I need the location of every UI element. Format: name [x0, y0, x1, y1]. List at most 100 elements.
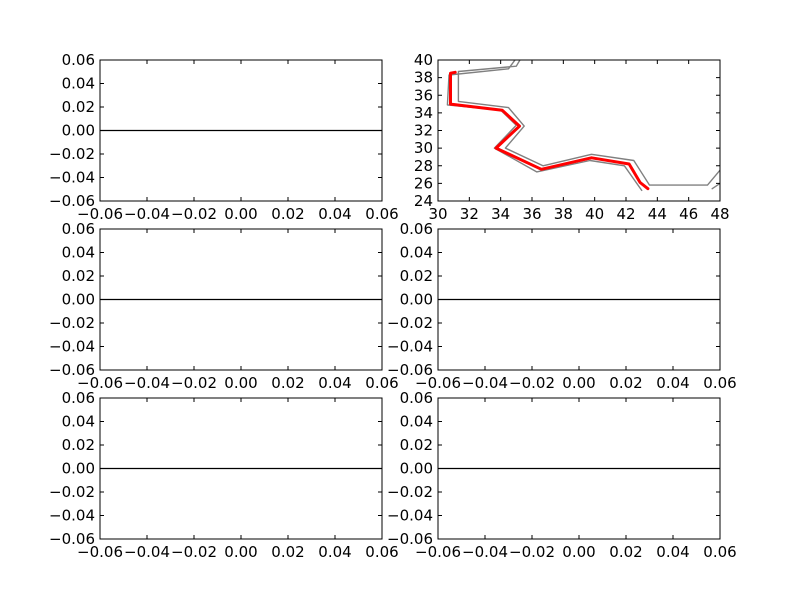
y-tick-label: −0.02: [49, 145, 95, 163]
y-tick-label: 0.04: [62, 244, 95, 262]
y-tick-label: −0.06: [387, 530, 433, 548]
y-tick-label: −0.02: [387, 483, 433, 501]
x-tick-label: 0.04: [318, 205, 351, 223]
x-tick-label: 30: [428, 205, 447, 223]
y-tick-label: −0.02: [387, 314, 433, 332]
x-tick-label: −0.02: [509, 543, 555, 561]
y-tick-label: −0.06: [387, 361, 433, 379]
x-tick-label: 0.00: [224, 543, 257, 561]
x-tick-label: 0.06: [365, 374, 398, 392]
y-tick-label: 26: [414, 174, 433, 192]
series-line-3: [449, 70, 650, 191]
x-tick-label: 0.06: [365, 543, 398, 561]
x-tick-label: 0.02: [271, 205, 304, 223]
x-tick-label: 0.00: [224, 205, 257, 223]
x-tick-label: −0.06: [77, 374, 123, 392]
x-tick-label: 0.06: [365, 205, 398, 223]
y-tick-label: 0.00: [400, 291, 433, 309]
x-tick-label: −0.04: [124, 374, 170, 392]
y-tick-label: 24: [414, 192, 433, 210]
x-tick-label: 46: [679, 205, 698, 223]
y-tick-label: 36: [414, 86, 433, 104]
x-tick-label: 0.02: [609, 543, 642, 561]
y-tick-label: −0.06: [49, 361, 95, 379]
y-tick-label: 0.04: [400, 244, 433, 262]
y-tick-label: −0.04: [49, 507, 95, 525]
y-tick-label: −0.04: [387, 338, 433, 356]
x-tick-label: 0.04: [318, 543, 351, 561]
x-tick-label: 44: [648, 205, 667, 223]
series-group: [446, 60, 720, 192]
y-tick-label: 0.02: [62, 267, 95, 285]
x-tick-label: −0.02: [509, 374, 555, 392]
y-tick-label: 30: [414, 139, 433, 157]
y-tick-label: 0.06: [62, 51, 95, 69]
x-tick-label: 0.00: [562, 543, 595, 561]
x-tick-label: 48: [710, 205, 729, 223]
y-tick-label: 0.00: [62, 460, 95, 478]
x-tick-label: 0.04: [656, 374, 689, 392]
y-tick-label: 0.06: [400, 389, 433, 407]
y-tick-label: −0.02: [49, 483, 95, 501]
x-tick-label: −0.02: [171, 205, 217, 223]
x-tick-label: 40: [585, 205, 604, 223]
x-tick-label: 0.00: [224, 374, 257, 392]
series-line-1: [446, 60, 643, 192]
y-tick-label: −0.04: [49, 169, 95, 187]
y-tick-label: 0.00: [62, 122, 95, 140]
y-tick-label: 0.06: [62, 220, 95, 238]
y-tick-label: 34: [414, 104, 433, 122]
y-tick-label: 0.02: [62, 98, 95, 116]
x-tick-label: −0.04: [124, 205, 170, 223]
y-tick-label: 38: [414, 69, 433, 87]
x-tick-label: −0.04: [462, 374, 508, 392]
chart-panel-row2-col1: −0.06 −0.04 −0.02 0.00 0.02 0.04 0.06−0.06−0.0…: [49, 220, 399, 392]
y-tick-label: −0.06: [49, 192, 95, 210]
y-tick-label: 0.06: [62, 389, 95, 407]
y-tick-label: 40: [414, 51, 433, 69]
chart-panel-row3-col1: −0.06 −0.04 −0.02 0.00 0.02 0.04 0.06−0.06−0.0…: [49, 389, 399, 561]
x-tick-label: 0.04: [656, 543, 689, 561]
x-tick-label: −0.06: [77, 543, 123, 561]
series-line-0: [457, 60, 720, 186]
x-tick-label: −0.04: [124, 543, 170, 561]
y-tick-label: −0.04: [49, 338, 95, 356]
x-tick-label: 42: [616, 205, 635, 223]
y-tick-label: 32: [414, 122, 433, 140]
chart-panel-row2-col2: −0.06 −0.04 −0.02 0.00 0.02 0.04 0.06−0.06−0.0…: [387, 220, 737, 392]
x-tick-label: −0.06: [415, 374, 461, 392]
x-tick-label: −0.02: [171, 543, 217, 561]
x-tick-label: 0.02: [271, 543, 304, 561]
y-tick-label: 0.00: [400, 460, 433, 478]
chart-panel-row1-col1: −0.06 −0.04 −0.02 0.00 0.02 0.04 0.06−0.06−0.0…: [49, 51, 399, 223]
chart-panel-row3-col2: −0.06 −0.04 −0.02 0.00 0.02 0.04 0.06−0.06−0.0…: [387, 389, 737, 561]
x-tick-label: 32: [460, 205, 479, 223]
y-tick-label: 0.02: [400, 436, 433, 454]
x-tick-label: 0.00: [562, 374, 595, 392]
x-tick-label: 0.02: [271, 374, 304, 392]
y-tick-label: 0.00: [62, 291, 95, 309]
y-tick-label: 0.06: [400, 220, 433, 238]
x-tick-label: 0.06: [703, 374, 736, 392]
y-tick-label: −0.06: [49, 530, 95, 548]
y-tick-label: 0.04: [62, 413, 95, 431]
y-tick-label: 0.02: [400, 267, 433, 285]
y-tick-label: 0.04: [400, 413, 433, 431]
x-tick-label: 38: [554, 205, 573, 223]
x-tick-label: 36: [522, 205, 541, 223]
y-tick-label: 0.04: [62, 75, 95, 93]
y-tick-label: −0.04: [387, 507, 433, 525]
x-tick-label: 0.04: [318, 374, 351, 392]
x-tick-label: 34: [491, 205, 510, 223]
x-tick-label: −0.06: [77, 205, 123, 223]
y-tick-label: 0.02: [62, 436, 95, 454]
y-tick-label: 28: [414, 157, 433, 175]
x-tick-label: −0.02: [171, 374, 217, 392]
x-tick-label: −0.04: [462, 543, 508, 561]
x-tick-label: 0.02: [609, 374, 642, 392]
x-tick-label: −0.06: [415, 543, 461, 561]
series-line-2: [711, 182, 720, 190]
x-tick-label: 0.06: [703, 543, 736, 561]
